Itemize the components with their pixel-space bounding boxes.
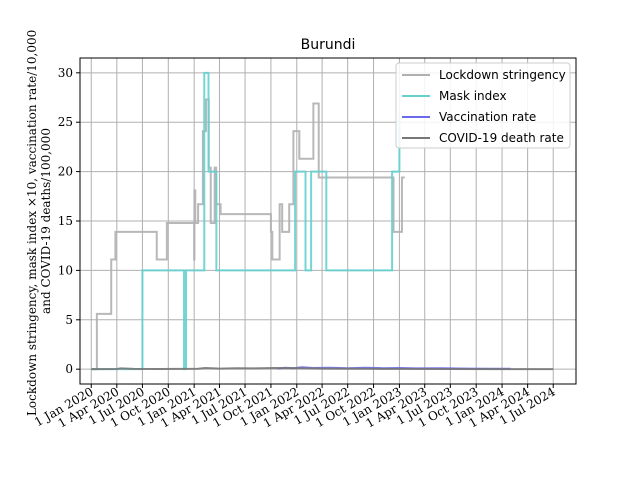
legend-label: COVID-19 death rate bbox=[439, 131, 564, 145]
legend-box bbox=[395, 62, 571, 149]
chart-title: Burundi bbox=[301, 37, 356, 53]
y-axis: 0 5 10 15 20 25 30 bbox=[58, 66, 80, 376]
series-line-4 bbox=[91, 366, 554, 371]
legend-label: Mask index bbox=[439, 89, 507, 103]
y-axis-label-line-1: Lockdown stringency, mask index ×10, vac… bbox=[25, 30, 39, 416]
y-axis-label: Lockdown stringency, mask index ×10, vac… bbox=[25, 26, 53, 416]
legend-label: Lockdown stringency bbox=[439, 68, 566, 82]
y-tick-label: 30 bbox=[58, 66, 73, 80]
series-line-1 bbox=[91, 98, 405, 371]
y-tick-label: 10 bbox=[58, 263, 73, 277]
series-layer bbox=[91, 71, 554, 371]
y-tick-label: 15 bbox=[58, 214, 73, 228]
y-tick-label: 20 bbox=[58, 165, 73, 179]
legend-label: Vaccination rate bbox=[439, 110, 536, 124]
y-tick-label: 0 bbox=[65, 362, 73, 376]
legend: Lockdown stringency Mask index Vaccination… bbox=[395, 62, 571, 149]
grid bbox=[80, 58, 576, 384]
y-axis-label-line-2: and COVID-19 deaths/100,000 bbox=[39, 128, 53, 314]
y-tick-label: 5 bbox=[65, 313, 73, 327]
y-tick-label: 25 bbox=[58, 115, 73, 129]
